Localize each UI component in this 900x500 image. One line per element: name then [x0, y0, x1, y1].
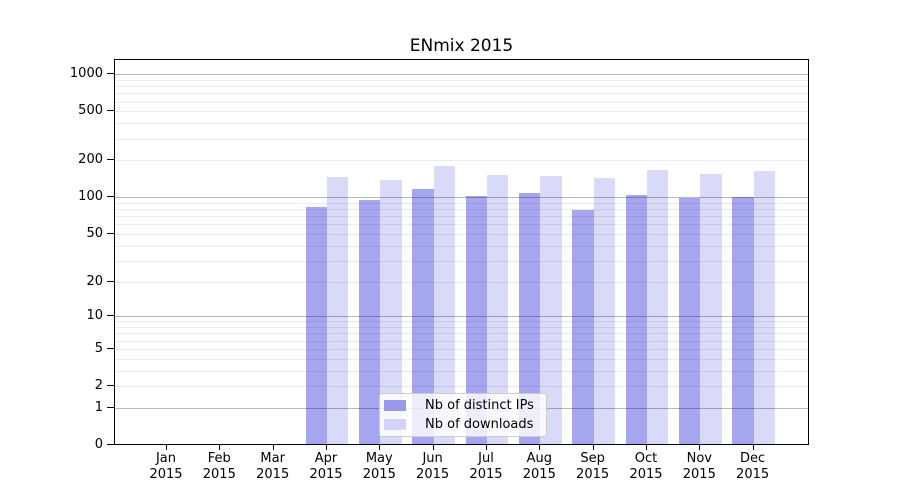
legend-label-downloads: Nb of downloads	[425, 417, 534, 432]
y-tick-0	[107, 444, 114, 445]
x-tick-label-aug: Aug 2015	[522, 451, 556, 482]
legend-item-distinct-ips: Nb of distinct IPs	[380, 396, 546, 415]
bar-distinct-ips-may	[359, 199, 381, 444]
bar-downloads-may	[380, 179, 402, 444]
legend-item-downloads: Nb of downloads	[380, 415, 546, 434]
x-tick-label-jan: Jan 2015	[149, 451, 183, 482]
x-tick-dec	[752, 445, 754, 450]
bar-distinct-ips-oct	[625, 194, 647, 444]
legend-swatch-distinct-ips	[384, 400, 406, 411]
y-tick-500	[107, 110, 114, 112]
bar-downloads-sep	[593, 177, 615, 444]
y-tick-label-20: 20	[86, 273, 103, 289]
chart-title: ENmix 2015	[409, 36, 514, 56]
x-tick-jan	[166, 445, 167, 450]
y-tick-1	[107, 406, 114, 408]
bar-distinct-ips-jun	[412, 188, 434, 444]
y-tick-50	[107, 232, 114, 234]
x-tick-nov	[699, 445, 701, 450]
x-tick-label-mar: Mar 2015	[256, 451, 290, 482]
y-tick-2	[107, 385, 114, 386]
legend-label-distinct-ips: Nb of distinct IPs	[425, 398, 534, 413]
y-tick-10	[107, 315, 114, 317]
y-tick-label-100: 100	[78, 189, 103, 205]
x-tick-label-jul: Jul 2015	[469, 451, 503, 482]
plot-area	[114, 59, 809, 445]
bar-downloads-oct	[647, 170, 669, 444]
bar-downloads-dec	[753, 170, 775, 444]
y-tick-label-5: 5	[94, 340, 103, 356]
y-tick-label-0: 0	[94, 437, 103, 452]
bar-downloads-aug	[540, 176, 562, 444]
y-tick-100	[107, 196, 114, 198]
bar-distinct-ips-sep	[572, 209, 594, 444]
bar-downloads-nov	[700, 174, 722, 444]
bar-downloads-jun	[433, 165, 455, 444]
x-tick-feb	[219, 445, 221, 450]
bar-distinct-ips-jul	[465, 196, 487, 444]
y-tick-5	[107, 347, 114, 349]
y-tick-label-1: 1	[94, 399, 103, 415]
bar-distinct-ips-dec	[732, 197, 754, 444]
bar-distinct-ips-aug	[519, 193, 541, 444]
bar-distinct-ips-nov	[679, 198, 701, 444]
x-tick-mar	[272, 445, 274, 450]
y-tick-1000	[107, 73, 114, 75]
y-tick-200	[107, 159, 114, 161]
x-tick-oct	[646, 445, 647, 450]
x-tick-jun	[432, 445, 434, 450]
y-tick-label-2: 2	[94, 378, 103, 393]
y-tick-label-1000: 1000	[69, 66, 103, 82]
x-tick-label-oct: Oct 2015	[629, 451, 663, 482]
y-tick-label-50: 50	[86, 225, 103, 241]
x-tick-jul	[486, 445, 487, 450]
y-tick-label-200: 200	[78, 152, 103, 168]
x-tick-label-jun: Jun 2015	[416, 451, 450, 482]
bar-downloads-jul	[487, 175, 509, 444]
bars-layer	[115, 60, 808, 444]
x-tick-label-feb: Feb 2015	[202, 451, 236, 482]
y-tick-label-500: 500	[78, 103, 103, 119]
bar-downloads-apr	[327, 177, 349, 444]
legend: Nb of distinct IPs Nb of downloads	[379, 393, 547, 437]
x-tick-apr	[326, 445, 327, 450]
x-tick-aug	[539, 445, 541, 450]
x-tick-label-may: May 2015	[362, 451, 396, 482]
y-tick-20	[107, 280, 114, 282]
x-tick-sep	[592, 445, 594, 450]
legend-swatch-downloads	[384, 419, 406, 430]
y-tick-label-10: 10	[86, 308, 103, 324]
x-tick-label-apr: Apr 2015	[309, 451, 343, 482]
x-tick-label-nov: Nov 2015	[682, 451, 716, 482]
x-tick-may	[379, 445, 381, 450]
bar-distinct-ips-apr	[305, 207, 327, 444]
x-tick-label-dec: Dec 2015	[736, 451, 770, 482]
x-tick-label-sep: Sep 2015	[576, 451, 610, 482]
